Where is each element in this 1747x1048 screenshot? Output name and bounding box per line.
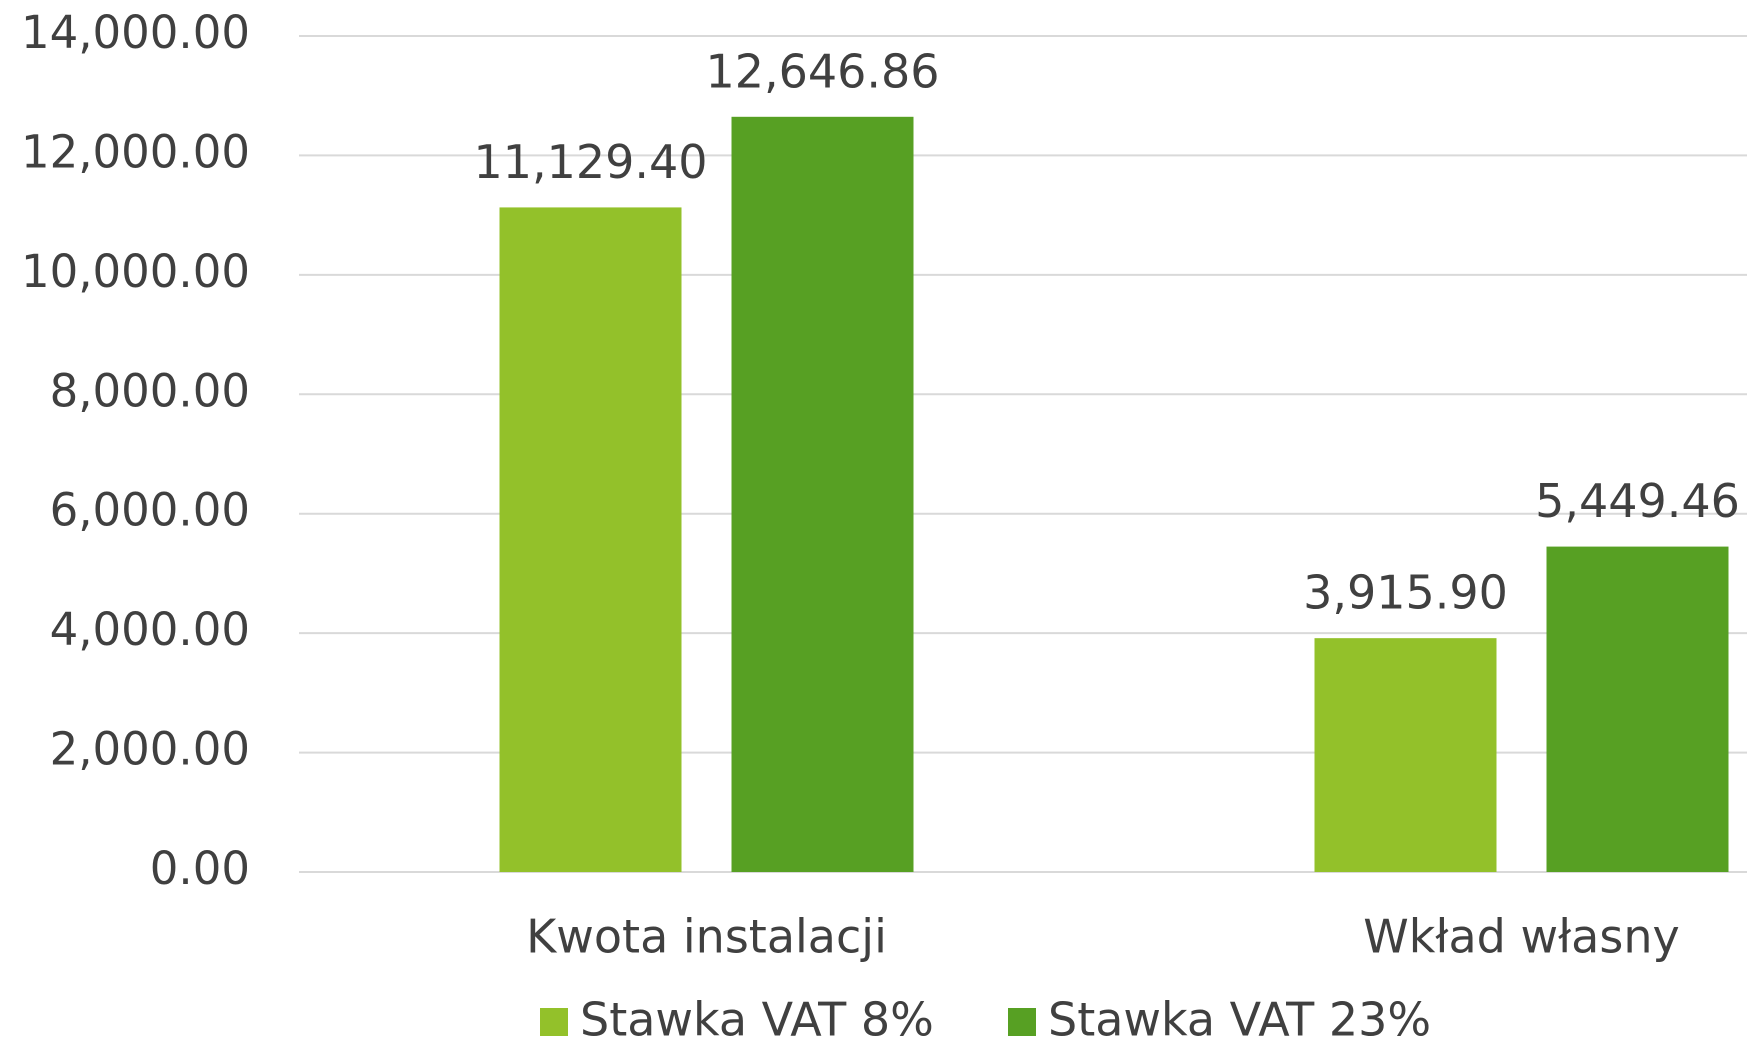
y-tick-label: 8,000.00	[50, 364, 250, 417]
x-tick-label: Kwota instalacji	[526, 910, 887, 964]
bar	[731, 116, 914, 873]
legend-swatch	[540, 1008, 568, 1036]
y-tick-label: 2,000.00	[50, 723, 250, 776]
y-tick-label: 4,000.00	[50, 603, 250, 656]
y-tick-label: 0.00	[150, 842, 250, 895]
legend-label: Stawka VAT 8%	[580, 993, 934, 1047]
data-label: 12,646.86	[705, 44, 939, 98]
bar	[1546, 546, 1729, 872]
y-tick-label: 6,000.00	[50, 484, 250, 537]
data-label: 5,449.46	[1535, 474, 1740, 528]
legend-label: Stawka VAT 23%	[1048, 993, 1431, 1047]
bar	[1314, 638, 1497, 872]
y-tick-label: 12,000.00	[21, 125, 250, 178]
y-tick-label: 14,000.00	[21, 6, 250, 59]
data-label: 11,129.40	[473, 135, 707, 189]
x-tick-label: Wkład własny	[1363, 910, 1679, 964]
legend-swatch	[1008, 1008, 1036, 1036]
bar	[499, 207, 682, 872]
data-label: 3,915.90	[1303, 566, 1508, 620]
y-tick-label: 10,000.00	[21, 245, 250, 298]
